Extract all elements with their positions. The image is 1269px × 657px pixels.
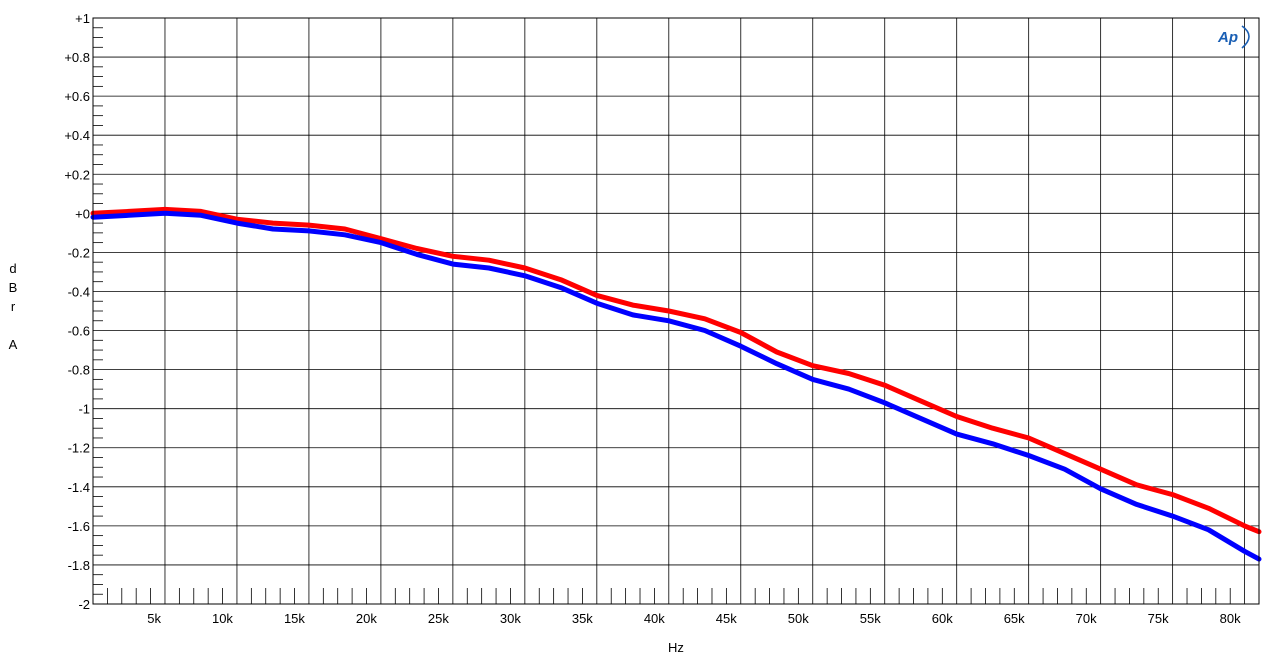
- y-tick-label-1: +0.8: [64, 50, 90, 65]
- y-tick-label-11: -1.2: [68, 441, 90, 456]
- x-tick-labels: 5k 10k 15k 20k 25k 30k 35k 40k 45k 50k 55k 60k 65k 70…: [147, 611, 1241, 626]
- y-axis-label-char: B: [9, 280, 18, 295]
- y-axis-label-char: A: [9, 337, 18, 352]
- x-tick-label-10k: 10k: [212, 611, 233, 626]
- series-layer: [90, 206, 1262, 562]
- x-tick-label-20k: 20k: [356, 611, 377, 626]
- x-tick-label-15k: 15k: [284, 611, 305, 626]
- x-tick-label-40k: 40k: [644, 611, 665, 626]
- y-tick-labels: +1 +0.8 +0.6 +0.4 +0.2 +0 -0.2 -0.4 -0.6 -0.8 -1 -1…: [64, 11, 90, 612]
- series-line-1: [90, 210, 1262, 562]
- y-tick-label-9: -0.8: [68, 363, 90, 378]
- y-tick-label-12: -1.4: [68, 480, 90, 495]
- y-axis-label-char: r: [11, 299, 16, 314]
- x-tick-label-50k: 50k: [788, 611, 809, 626]
- grid: [93, 17, 1259, 605]
- ap-logo-icon: Ap: [1217, 25, 1250, 49]
- x-tick-label-5k: 5k: [147, 611, 161, 626]
- x-tick-label-25k: 25k: [428, 611, 449, 626]
- y-tick-label-5: +0: [75, 206, 90, 221]
- y-tick-label-0: +1: [75, 11, 90, 26]
- y-tick-label-15: -2: [78, 597, 90, 612]
- x-tick-label-30k: 30k: [500, 611, 521, 626]
- y-tick-label-8: -0.6: [68, 324, 90, 339]
- y-tick-label-2: +0.6: [64, 89, 90, 104]
- x-axis-label: Hz: [668, 640, 684, 655]
- y-tick-label-14: -1.8: [68, 558, 90, 573]
- y-tick-label-13: -1.6: [68, 519, 90, 534]
- series-line-0: [90, 206, 1262, 535]
- y-tick-label-6: -0.2: [68, 245, 90, 260]
- y-axis-label-char: d: [9, 261, 16, 276]
- x-tick-label-65k: 65k: [1004, 611, 1025, 626]
- y-tick-label-4: +0.2: [64, 167, 90, 182]
- plot-frame: [92, 17, 1260, 605]
- minor-ticks: [93, 27, 1231, 604]
- y-tick-label-7: -0.4: [68, 284, 90, 299]
- y-tick-label-10: -1: [78, 402, 90, 417]
- x-tick-label-75k: 75k: [1148, 611, 1169, 626]
- y-tick-label-3: +0.4: [64, 128, 90, 143]
- ap-logo-text: Ap: [1217, 29, 1238, 46]
- x-tick-label-70k: 70k: [1076, 611, 1097, 626]
- y-axis-label: dBr A: [9, 261, 18, 352]
- x-tick-label-80k: 80k: [1220, 611, 1241, 626]
- x-tick-label-60k: 60k: [932, 611, 953, 626]
- x-tick-label-35k: 35k: [572, 611, 593, 626]
- x-tick-label-45k: 45k: [716, 611, 737, 626]
- ap-logo-arc: [1241, 25, 1250, 49]
- x-tick-label-55k: 55k: [860, 611, 881, 626]
